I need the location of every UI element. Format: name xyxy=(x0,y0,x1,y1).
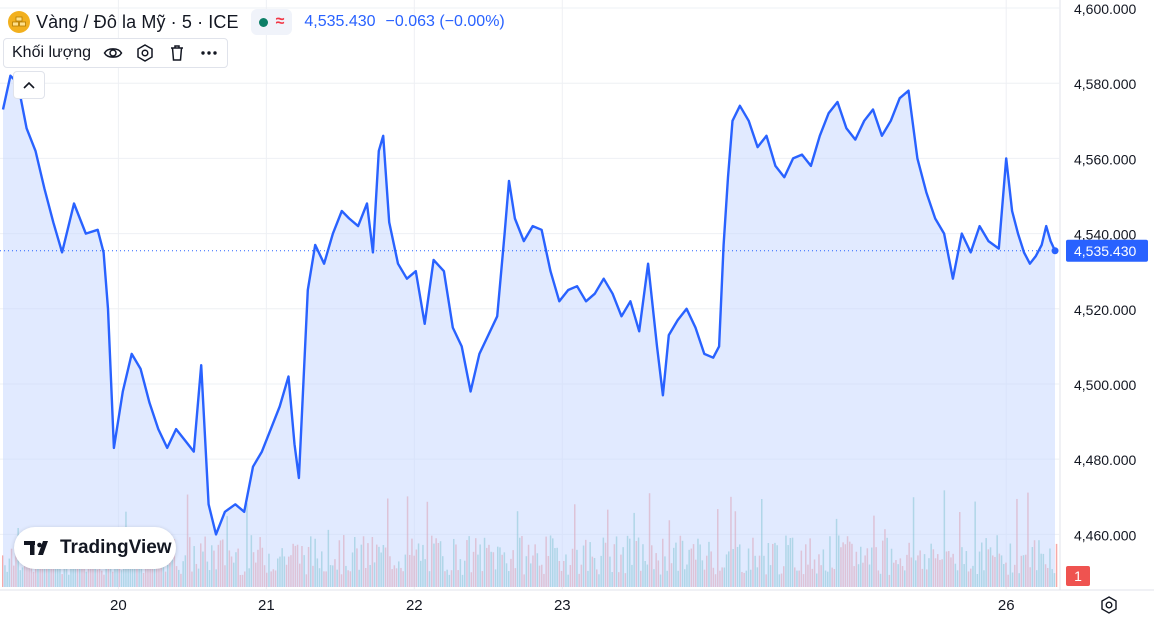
volume-badge: 1 xyxy=(1066,566,1090,586)
volume-bar xyxy=(1055,543,1058,587)
axis-settings-icon[interactable] xyxy=(1098,594,1120,616)
more-icon[interactable] xyxy=(199,43,219,63)
y-tick-label: 4,600.000 xyxy=(1074,1,1136,17)
y-tick-label: 4,540.000 xyxy=(1074,227,1136,243)
last-price-tag: 4,535.430 xyxy=(1066,239,1148,262)
time-axis[interactable]: 20 21 22 23 26 xyxy=(110,597,1015,614)
symbol-title[interactable]: Vàng / Đô la Mỹ · 5 · ICE xyxy=(36,11,239,32)
last-price-tag-label: 4,535.430 xyxy=(1074,243,1136,259)
x-tick-label: 20 xyxy=(110,597,127,614)
chevron-up-icon xyxy=(23,81,35,89)
y-tick-label: 4,560.000 xyxy=(1074,151,1136,167)
price-line xyxy=(1,74,1057,536)
last-price: 4,535.430 xyxy=(304,13,376,30)
market-status-pill[interactable]: ≈ xyxy=(250,9,293,35)
market-status-dot-icon xyxy=(258,17,268,27)
tradingview-logo[interactable]: TradingView xyxy=(14,527,176,569)
tradingview-logo-text: TradingView xyxy=(60,537,172,558)
settings-icon[interactable] xyxy=(135,43,155,63)
volume-label[interactable]: Khối lượng xyxy=(12,44,92,61)
x-tick-label: 22 xyxy=(406,597,423,614)
tradingview-logo-icon xyxy=(24,541,48,555)
eye-icon[interactable] xyxy=(103,43,123,63)
x-tick-label: 23 xyxy=(554,597,571,614)
last-price-dot xyxy=(1051,247,1059,255)
symbol-header: Vàng / Đô la Mỹ · 5 · ICE ≈ 4,535.430 −0… xyxy=(8,8,505,36)
gold-bars-icon[interactable] xyxy=(8,11,30,33)
y-tick-label: 4,460.000 xyxy=(1074,527,1136,543)
volume-indicator-legend: Khối lượng xyxy=(3,38,229,68)
volume-bar xyxy=(2,555,4,587)
y-tick-label: 4,580.000 xyxy=(1074,76,1136,92)
y-tick-label: 4,500.000 xyxy=(1074,377,1136,393)
volume-badge-label: 1 xyxy=(1074,568,1082,584)
price-change: −0.063 (−0.00%) xyxy=(385,13,505,30)
x-tick-label: 21 xyxy=(258,597,275,614)
y-tick-label: 4,520.000 xyxy=(1074,302,1136,318)
y-tick-label: 4,480.000 xyxy=(1074,452,1136,468)
price-axis[interactable]: 4,600.000 4,580.000 4,560.000 4,540.000 4,52… xyxy=(1074,1,1136,543)
approx-symbol: ≈ xyxy=(275,13,285,30)
collapse-legend-button[interactable] xyxy=(13,71,45,99)
x-tick-label: 26 xyxy=(998,597,1015,614)
trash-icon[interactable] xyxy=(167,43,187,63)
price-area-fill xyxy=(3,75,1055,587)
